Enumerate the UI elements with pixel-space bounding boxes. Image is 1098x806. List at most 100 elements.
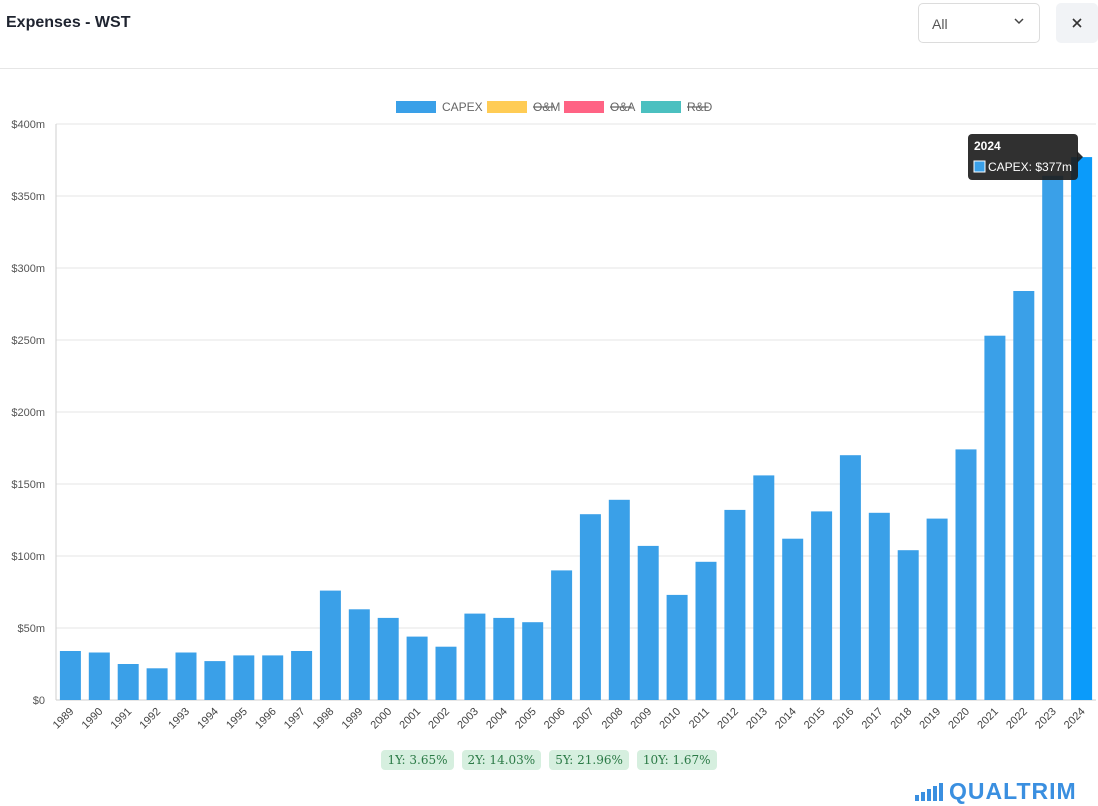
x-tick-label: 2013 [744, 706, 770, 732]
bar-1989[interactable] [59, 651, 81, 700]
tooltip-box [968, 134, 1078, 180]
x-tick-label: 2010 [657, 706, 683, 732]
bar-1990[interactable] [88, 652, 110, 701]
y-tick-label: $350m [11, 191, 45, 203]
legend-label: CAPEX [442, 100, 483, 114]
legend-swatch [487, 101, 527, 113]
bar-2017[interactable] [868, 512, 890, 700]
legend-item-oa[interactable]: O&A [564, 100, 635, 114]
y-axis: $0 $50m $100m $150m $200m $250m $300m $350m $400… [11, 119, 57, 707]
chart-legend: CAPEX O&M O&A R&D [396, 100, 713, 114]
chevron-down-icon [1014, 18, 1024, 25]
legend-item-om[interactable]: O&M [487, 100, 560, 114]
bar-2007[interactable] [579, 514, 601, 700]
x-tick-label: 2008 [600, 706, 626, 732]
bar-2021[interactable] [984, 335, 1006, 700]
range-select[interactable]: All [918, 3, 1040, 43]
chart-tooltip: 2024 CAPEX: $377m [968, 134, 1083, 180]
bar-chart-icon [915, 783, 943, 801]
bar-1997[interactable] [291, 651, 313, 700]
bar-2024[interactable] [1071, 157, 1093, 701]
x-tick-label: 2019 [917, 706, 943, 732]
brand-name: QUALTRIM [949, 778, 1077, 804]
x-tick-label: 2004 [484, 706, 510, 732]
x-tick-label: 1992 [137, 706, 163, 732]
bar-2023[interactable] [1042, 175, 1064, 701]
legend-swatch [396, 101, 436, 113]
bar-2008[interactable] [608, 499, 630, 700]
x-tick-label: 2020 [946, 706, 972, 732]
bar-2001[interactable] [406, 636, 428, 700]
bar-2013[interactable] [753, 475, 775, 700]
x-tick-label: 1999 [340, 706, 366, 732]
x-tick-label: 1989 [51, 706, 77, 732]
bar-2003[interactable] [464, 613, 486, 700]
bar-2011[interactable] [695, 561, 717, 700]
bar-1991[interactable] [117, 664, 139, 700]
bar-1992[interactable] [146, 668, 168, 700]
bar-2002[interactable] [435, 646, 457, 700]
y-tick-label: $0 [33, 695, 45, 707]
legend-swatch [564, 101, 604, 113]
y-tick-label: $400m [11, 119, 45, 131]
bar-2005[interactable] [522, 622, 544, 700]
bar-2004[interactable] [493, 617, 515, 700]
y-tick-label: $250m [11, 335, 45, 347]
close-icon [1072, 18, 1082, 28]
bar-2022[interactable] [1013, 291, 1035, 700]
x-axis: 1989 1990 1991 1992 1993 1994 1995 1996 1997 1998… [51, 706, 1088, 732]
y-tick-label: $200m [11, 407, 45, 419]
bar-1993[interactable] [175, 652, 197, 701]
x-tick-label: 2022 [1004, 706, 1030, 732]
tooltip-title: 2024 [974, 139, 1001, 153]
bar-2010[interactable] [666, 594, 688, 700]
stat-badge-1y: 1Y: 3.65% [381, 750, 454, 770]
header-bar: Expenses - WST All [0, 0, 1098, 69]
stat-badge-10y: 10Y: 1.67% [636, 750, 717, 770]
x-tick-label: 2023 [1033, 706, 1059, 732]
x-tick-label: 2024 [1062, 706, 1088, 732]
tooltip-label: CAPEX: $377m [988, 160, 1072, 174]
expenses-chart: $0 $50m $100m $150m $200m $250m $300m $350m $400… [11, 100, 1096, 732]
x-tick-label: 2016 [831, 706, 857, 732]
bar-2018[interactable] [897, 550, 919, 700]
bar-2015[interactable] [811, 511, 833, 700]
bar-1998[interactable] [319, 590, 341, 700]
y-tick-label: $300m [11, 263, 45, 275]
bar-2012[interactable] [724, 509, 746, 700]
legend-item-capex[interactable]: CAPEX [396, 100, 483, 114]
chart-grid [56, 123, 1096, 701]
range-select-value: All [932, 16, 948, 32]
bar-1995[interactable] [233, 655, 255, 700]
x-tick-label: 2009 [629, 706, 655, 732]
x-tick-label: 2012 [715, 706, 741, 732]
bar-2014[interactable] [782, 538, 804, 700]
y-tick-label: $150m [11, 479, 45, 491]
bar-1994[interactable] [204, 661, 226, 700]
bar-1996[interactable] [262, 655, 284, 700]
bar-2000[interactable] [377, 617, 399, 700]
x-tick-label: 2000 [369, 706, 395, 732]
bar-2009[interactable] [637, 545, 659, 700]
bar-2016[interactable] [839, 455, 861, 700]
x-tick-label: 1994 [195, 706, 221, 732]
bar-1999[interactable] [348, 609, 370, 700]
bar-2020[interactable] [955, 449, 977, 700]
bar-series-capex [59, 157, 1093, 701]
bar-2019[interactable] [926, 518, 948, 700]
x-tick-label: 2005 [513, 706, 539, 732]
x-tick-label: 2003 [455, 706, 481, 732]
tooltip-swatch [973, 160, 986, 173]
legend-swatch [641, 101, 681, 113]
legend-item-rd[interactable]: R&D [641, 100, 713, 114]
x-tick-label: 2006 [542, 706, 568, 732]
growth-stats: 1Y: 3.65% 2Y: 14.03% 5Y: 21.96% 10Y: 1.6… [0, 750, 1098, 770]
bar-2006[interactable] [551, 570, 573, 700]
x-tick-label: 2011 [687, 706, 712, 731]
x-tick-label: 1998 [311, 706, 337, 732]
x-tick-label: 1997 [282, 706, 308, 732]
x-tick-label: 2002 [426, 706, 452, 732]
close-button[interactable] [1056, 3, 1098, 43]
stat-badge-5y: 5Y: 21.96% [549, 750, 629, 770]
x-tick-label: 2015 [802, 706, 828, 732]
